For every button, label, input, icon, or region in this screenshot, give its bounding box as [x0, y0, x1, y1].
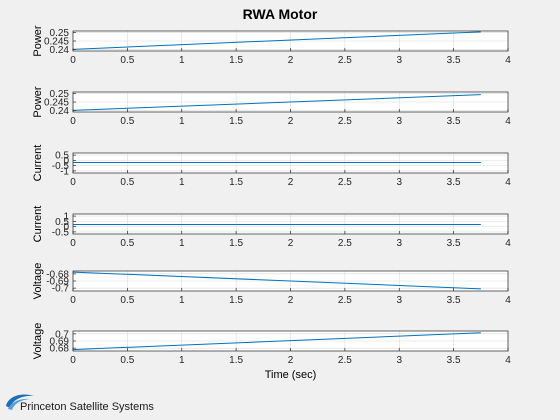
x-tick-label: 2 [288, 295, 294, 306]
x-tick-label: 1 [179, 238, 185, 249]
y-tick-label: -0.5 [52, 161, 70, 172]
x-tick-label: 1.5 [229, 355, 243, 366]
x-tick-label: 0 [70, 355, 76, 366]
y-tick-label: 0 [63, 156, 69, 167]
y-axis-label: Current [32, 145, 44, 182]
y-tick-label: -0.69 [46, 277, 69, 288]
y-axis-label: Voltage [32, 323, 44, 360]
x-tick-label: 0.5 [120, 55, 134, 66]
x-tick-label: 3 [396, 116, 402, 127]
x-tick-label: 3.5 [447, 55, 461, 66]
x-tick-label: 2 [288, 116, 294, 127]
x-tick-label: 2.5 [338, 295, 352, 306]
y-tick-label: 0.24 [50, 45, 70, 56]
x-tick-label: 0.5 [120, 177, 134, 188]
x-tick-label: 1 [179, 177, 185, 188]
x-tick-label: 4 [505, 238, 511, 249]
x-tick-label: 4 [505, 116, 511, 127]
x-tick-label: 2 [288, 177, 294, 188]
x-tick-label: 1.5 [229, 238, 243, 249]
y-tick-label: 0.245 [44, 37, 69, 48]
x-tick-label: 3 [396, 177, 402, 188]
y-tick-label: 0.5 [55, 151, 69, 162]
x-tick-label: 0.5 [120, 116, 134, 127]
y-tick-label: -0.5 [52, 227, 70, 238]
y-tick-label: 0.5 [55, 217, 69, 228]
x-tick-label: 3 [396, 55, 402, 66]
x-tick-label: 2 [288, 238, 294, 249]
y-tick-label: -0.7 [52, 284, 70, 295]
y-tick-label: -1 [60, 166, 69, 177]
x-tick-label: 1 [179, 355, 185, 366]
x-tick-label: 0 [70, 55, 76, 66]
y-tick-label: -0.68 [46, 269, 69, 280]
princeton-satellite-systems-logo [6, 394, 34, 410]
x-tick-label: 2 [288, 355, 294, 366]
logo-swoosh-accent-icon [8, 398, 30, 410]
y-axis-label: Current [32, 206, 44, 243]
series-line [72, 31, 481, 50]
series-line [72, 94, 481, 111]
y-tick-label: 0 [63, 222, 69, 233]
x-tick-label: 0 [70, 116, 76, 127]
y-tick-label: 0.245 [44, 98, 69, 109]
y-tick-label: 0.68 [50, 344, 70, 355]
series-line [72, 332, 481, 351]
x-tick-label: 2.5 [338, 355, 352, 366]
x-tick-label: 4 [505, 177, 511, 188]
x-tick-label: 3 [396, 295, 402, 306]
x-tick-label: 0 [70, 295, 76, 306]
logo-text: Princeton Satellite Systems [20, 401, 154, 413]
series-line [72, 271, 481, 290]
x-tick-label: 1.5 [229, 295, 243, 306]
x-tick-label: 3.5 [447, 238, 461, 249]
y-tick-label: 0.25 [50, 89, 70, 100]
x-tick-label: 0.5 [120, 355, 134, 366]
figure-title: RWA Motor [242, 6, 318, 22]
x-axis-label: Time (sec) [265, 369, 317, 381]
y-tick-label: 0.69 [50, 337, 70, 348]
x-tick-label: 0.5 [120, 295, 134, 306]
x-tick-label: 1 [179, 116, 185, 127]
y-tick-label: 0.24 [50, 106, 70, 117]
y-tick-label: 1 [63, 212, 69, 223]
x-tick-label: 2.5 [338, 55, 352, 66]
x-tick-label: 1.5 [229, 177, 243, 188]
x-tick-label: 1 [179, 55, 185, 66]
y-axis-label: Power [32, 25, 44, 57]
x-tick-label: 1.5 [229, 116, 243, 127]
x-tick-label: 3 [396, 238, 402, 249]
logo-swoosh-icon [6, 394, 34, 408]
x-tick-label: 3 [396, 355, 402, 366]
y-axis-label: Voltage [32, 263, 44, 300]
x-tick-label: 2 [288, 55, 294, 66]
x-tick-label: 3.5 [447, 116, 461, 127]
x-tick-label: 2.5 [338, 177, 352, 188]
x-tick-label: 1 [179, 295, 185, 306]
x-tick-label: 0 [70, 177, 76, 188]
x-tick-label: 4 [505, 355, 511, 366]
x-tick-label: 2.5 [338, 116, 352, 127]
x-tick-label: 0 [70, 238, 76, 249]
x-tick-label: 0.5 [120, 238, 134, 249]
x-tick-label: 4 [505, 55, 511, 66]
x-tick-label: 1.5 [229, 55, 243, 66]
y-tick-label: 0.7 [55, 329, 69, 340]
x-tick-label: 3.5 [447, 355, 461, 366]
x-tick-label: 4 [505, 295, 511, 306]
x-tick-label: 2.5 [338, 238, 352, 249]
y-tick-label: 0.25 [50, 28, 70, 39]
x-tick-label: 3.5 [447, 295, 461, 306]
x-tick-label: 3.5 [447, 177, 461, 188]
y-axis-label: Power [32, 86, 44, 118]
